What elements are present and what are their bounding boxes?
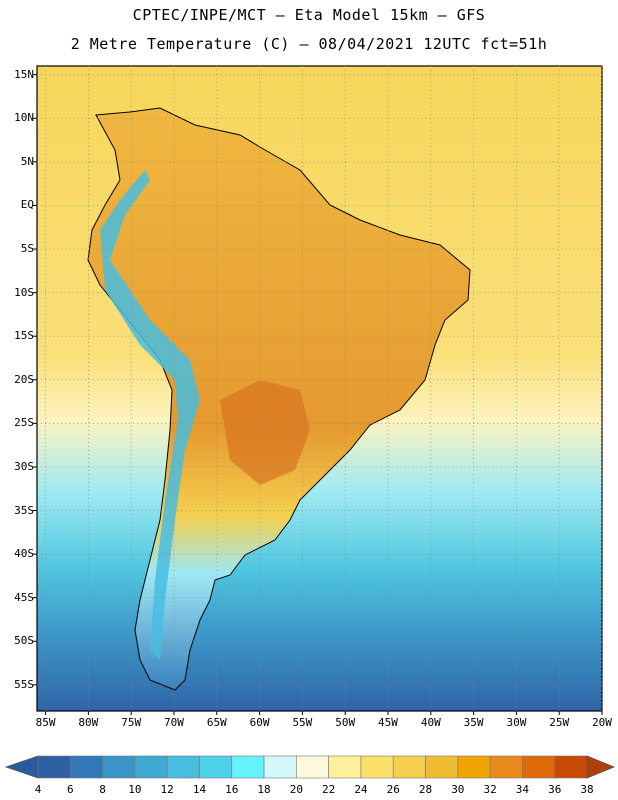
- lon-label: 45W: [378, 716, 398, 729]
- colorbar-label: 38: [580, 783, 594, 796]
- lon-label: 35W: [463, 716, 484, 729]
- lat-label: 15S: [14, 329, 34, 343]
- colorbar-label: 8: [99, 783, 106, 796]
- colorbar-label: 12: [160, 783, 174, 796]
- colorbar-segment: [296, 755, 329, 779]
- colorbar-segment: [328, 755, 362, 779]
- colorbar-label: 26: [386, 783, 400, 796]
- colorbar-label: 16: [225, 783, 239, 796]
- colorbar-segment: [37, 755, 71, 779]
- lon-label: 55W: [292, 716, 313, 729]
- lat-label: 10S: [14, 285, 34, 299]
- colorbar-segment: [392, 755, 426, 779]
- colorbar-label: 28: [418, 783, 433, 796]
- colorbar-label: 32: [483, 783, 497, 796]
- colorbar-label: 6: [66, 783, 74, 796]
- colorbar-label: 18: [257, 783, 271, 796]
- colorbar-label: 36: [548, 783, 562, 796]
- colorbar-label: 24: [354, 783, 368, 796]
- lat-label: 30S: [14, 459, 34, 473]
- lon-label: 65W: [206, 716, 227, 729]
- hot-interior-region: [220, 380, 310, 485]
- colorbar-label: 10: [128, 783, 142, 796]
- colorbar-label: 14: [192, 783, 207, 796]
- lat-label: 40S: [14, 547, 34, 561]
- title-line-2: 2 Metre Temperature (C) – 08/04/2021 12U…: [70, 35, 548, 53]
- colorbar-segment: [554, 755, 588, 779]
- lon-label: 80W: [78, 716, 99, 729]
- lon-label: 30W: [506, 716, 527, 729]
- colorbar-segment: [457, 755, 491, 779]
- lat-label: 50S: [14, 634, 34, 648]
- lon-label: 60W: [249, 716, 270, 729]
- lon-label: 20W: [592, 716, 612, 729]
- colorbar-segment: [134, 755, 168, 779]
- colorbar-segment: [522, 755, 556, 779]
- title-line-1: CPTEC/INPE/MCT – Eta Model 15km – GFS: [132, 6, 486, 24]
- lon-label: 85W: [35, 716, 56, 729]
- colorbar-high-arrow: [586, 755, 616, 779]
- lat-label: 55S: [14, 677, 34, 691]
- lat-label: 45S: [14, 590, 34, 604]
- lat-label: 10N: [14, 111, 34, 125]
- colorbar-segment: [360, 755, 394, 779]
- lon-label: 25W: [549, 716, 570, 729]
- colorbar-label: 34: [515, 783, 530, 796]
- lon-label: 40W: [420, 716, 441, 729]
- lat-label: 20S: [14, 372, 34, 386]
- lat-label: 15N: [14, 67, 34, 81]
- colorbar-segment: [231, 755, 265, 779]
- colorbar-segment: [102, 755, 136, 779]
- lon-label: 75W: [121, 716, 142, 729]
- colorbar-label: 30: [451, 783, 465, 796]
- colorbar-segment: [199, 755, 233, 779]
- colorbar-segment: [166, 755, 200, 779]
- lon-label: 70W: [164, 716, 184, 729]
- colorbar-low-arrow: [4, 755, 39, 779]
- lon-label: 50W: [335, 716, 356, 729]
- colorbar-segment: [69, 755, 103, 779]
- colorbar-segment: [425, 755, 459, 779]
- colorbar-label: 20: [289, 783, 303, 796]
- lat-label: 25S: [14, 416, 34, 430]
- lat-label: 5S: [20, 242, 34, 256]
- lat-label: EQ: [20, 198, 34, 212]
- colorbar-label: 22: [322, 783, 336, 796]
- colorbar-segment: [489, 755, 523, 779]
- lat-label: 35S: [14, 503, 34, 517]
- lat-label: 5N: [20, 154, 34, 168]
- colorbar-segment: [263, 755, 297, 779]
- colorbar-label: 4: [34, 783, 42, 796]
